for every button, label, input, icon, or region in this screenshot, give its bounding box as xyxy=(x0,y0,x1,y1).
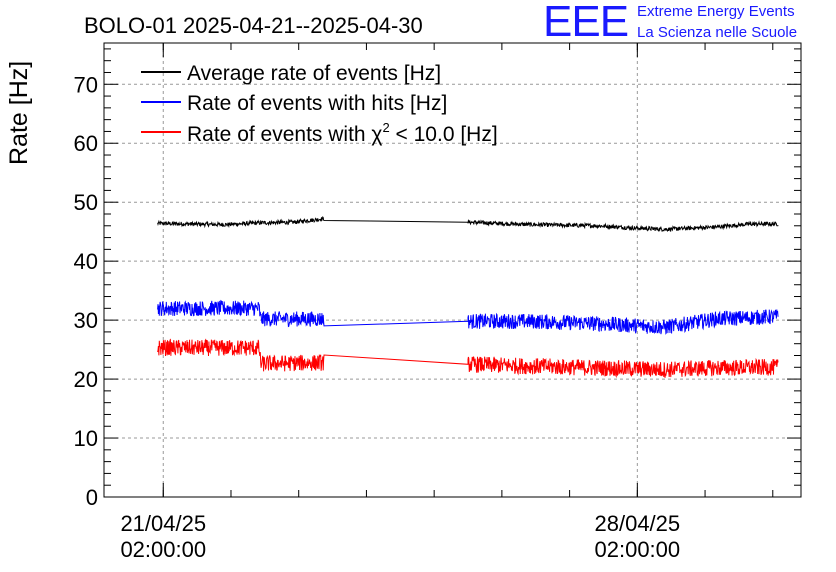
series-line-3 xyxy=(157,338,779,379)
chart-title: BOLO-01 2025-04-21--2025-04-30 xyxy=(84,13,423,38)
y-tick-label: 10 xyxy=(74,426,98,451)
legend: Average rate of events [Hz] Rate of even… xyxy=(141,62,498,146)
legend-chi2-prefix: Rate of events with χ xyxy=(187,123,382,146)
y-tick-label: 30 xyxy=(74,308,98,333)
x-tick-label-time: 02:00:00 xyxy=(120,537,206,562)
series-line-2 xyxy=(157,299,779,335)
eee-logo-mark: EEE xyxy=(543,0,629,46)
series-line-1 xyxy=(157,216,779,233)
y-tick-label: 0 xyxy=(86,485,98,510)
y-tick-label: 50 xyxy=(74,190,98,215)
legend-label-chi2: Rate of events with χ2 < 10.0 [Hz] xyxy=(187,120,498,146)
logo-line-1: Extreme Energy Events xyxy=(637,3,795,20)
plot-frame xyxy=(103,42,802,498)
x-tick-label-date: 21/04/25 xyxy=(120,511,206,536)
axis-ticks xyxy=(104,43,801,498)
legend-chi2-suffix: < 10.0 [Hz] xyxy=(390,123,498,146)
x-tick-label-time: 02:00:00 xyxy=(595,537,681,562)
y-tick-label: 70 xyxy=(74,72,98,97)
legend-chi2-superscript: 2 xyxy=(382,120,389,135)
grid-lines xyxy=(104,43,801,497)
y-tick-label: 60 xyxy=(74,131,98,156)
y-axis-label: Rate [Hz] xyxy=(5,61,33,165)
logo-line-2: La Scienza nelle Scuole xyxy=(637,24,798,41)
y-tick-label: 20 xyxy=(74,367,98,392)
y-tick-label: 40 xyxy=(74,249,98,274)
y-tick-labels: 0 10 20 30 40 50 60 70 xyxy=(74,72,98,510)
legend-label-hits: Rate of events with hits [Hz] xyxy=(187,92,447,115)
series-layer xyxy=(157,216,779,379)
legend-label-avg: Average rate of events [Hz] xyxy=(187,62,441,85)
x-tick-label-date: 28/04/25 xyxy=(595,511,681,536)
